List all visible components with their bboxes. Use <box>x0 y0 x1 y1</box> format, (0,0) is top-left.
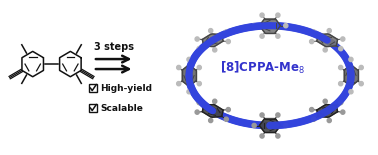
Circle shape <box>341 37 345 41</box>
Circle shape <box>213 48 217 52</box>
Circle shape <box>310 108 314 112</box>
Circle shape <box>276 13 280 17</box>
Circle shape <box>213 99 217 103</box>
Circle shape <box>260 113 264 117</box>
Circle shape <box>276 134 280 138</box>
Circle shape <box>226 39 230 44</box>
Circle shape <box>252 123 256 128</box>
Circle shape <box>226 108 230 112</box>
Circle shape <box>195 37 199 41</box>
Circle shape <box>260 13 264 17</box>
Circle shape <box>339 65 343 70</box>
Circle shape <box>276 113 280 117</box>
Polygon shape <box>202 104 223 117</box>
Circle shape <box>276 34 280 38</box>
Circle shape <box>359 65 363 70</box>
Polygon shape <box>259 119 280 133</box>
Circle shape <box>195 110 199 114</box>
Polygon shape <box>182 65 196 86</box>
Circle shape <box>284 24 288 28</box>
Circle shape <box>349 90 353 94</box>
Text: [8]CPPA-Me$_8$: [8]CPPA-Me$_8$ <box>220 60 305 76</box>
Circle shape <box>341 110 345 114</box>
Polygon shape <box>317 34 338 47</box>
FancyBboxPatch shape <box>89 104 98 112</box>
Circle shape <box>177 65 181 70</box>
Circle shape <box>187 57 191 62</box>
Circle shape <box>327 118 332 123</box>
Text: Scalable: Scalable <box>100 104 143 113</box>
Circle shape <box>177 82 181 86</box>
Circle shape <box>197 65 201 70</box>
Circle shape <box>327 29 332 33</box>
Polygon shape <box>259 19 280 33</box>
Circle shape <box>197 100 201 105</box>
Circle shape <box>252 24 256 28</box>
Polygon shape <box>202 34 223 47</box>
Circle shape <box>187 90 191 94</box>
Circle shape <box>209 29 213 33</box>
Circle shape <box>284 123 288 128</box>
FancyBboxPatch shape <box>89 84 98 93</box>
Circle shape <box>339 82 343 86</box>
Circle shape <box>260 34 264 38</box>
Circle shape <box>224 30 228 34</box>
Circle shape <box>323 99 327 103</box>
Circle shape <box>311 30 316 34</box>
Circle shape <box>323 48 327 52</box>
Circle shape <box>339 100 343 105</box>
Circle shape <box>197 46 201 51</box>
Polygon shape <box>344 65 358 86</box>
Circle shape <box>311 117 316 121</box>
Polygon shape <box>317 104 338 117</box>
Circle shape <box>310 39 314 44</box>
Circle shape <box>224 117 228 121</box>
Circle shape <box>349 57 353 62</box>
Circle shape <box>359 82 363 86</box>
Circle shape <box>260 134 264 138</box>
Text: 3 steps: 3 steps <box>94 42 134 52</box>
Circle shape <box>339 46 343 51</box>
Circle shape <box>197 82 201 86</box>
Text: High-yield: High-yield <box>100 84 152 93</box>
Circle shape <box>209 118 213 123</box>
